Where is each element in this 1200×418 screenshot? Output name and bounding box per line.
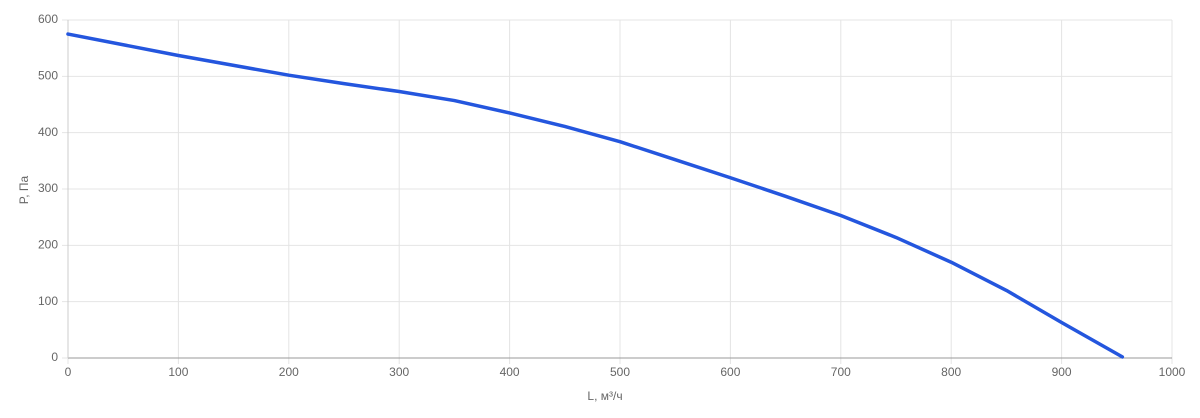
y-tick-label: 100 bbox=[38, 294, 58, 308]
x-tick-label: 1000 bbox=[1159, 365, 1186, 379]
x-tick-label: 300 bbox=[389, 365, 409, 379]
x-tick-label: 900 bbox=[1052, 365, 1072, 379]
x-tick-label: 800 bbox=[941, 365, 961, 379]
x-tick-label: 400 bbox=[500, 365, 520, 379]
data-line bbox=[66, 32, 1125, 359]
x-tick-label: 200 bbox=[279, 365, 299, 379]
y-tick-label: 600 bbox=[38, 12, 58, 26]
y-tick-label: 200 bbox=[38, 238, 58, 252]
y-tick-label: 0 bbox=[51, 350, 58, 364]
y-tick-label: 400 bbox=[38, 125, 58, 139]
x-tick-label: 600 bbox=[720, 365, 740, 379]
x-tick-label: 500 bbox=[610, 365, 630, 379]
y-tick-label: 300 bbox=[38, 181, 58, 195]
x-tick-label: 100 bbox=[168, 365, 188, 379]
y-tick-label: 500 bbox=[38, 69, 58, 83]
x-tick-label: 700 bbox=[831, 365, 851, 379]
x-axis-title: L, м³/ч bbox=[587, 389, 622, 403]
x-tick-label: 0 bbox=[65, 365, 72, 379]
y-axis-title: P, Па bbox=[17, 175, 31, 204]
